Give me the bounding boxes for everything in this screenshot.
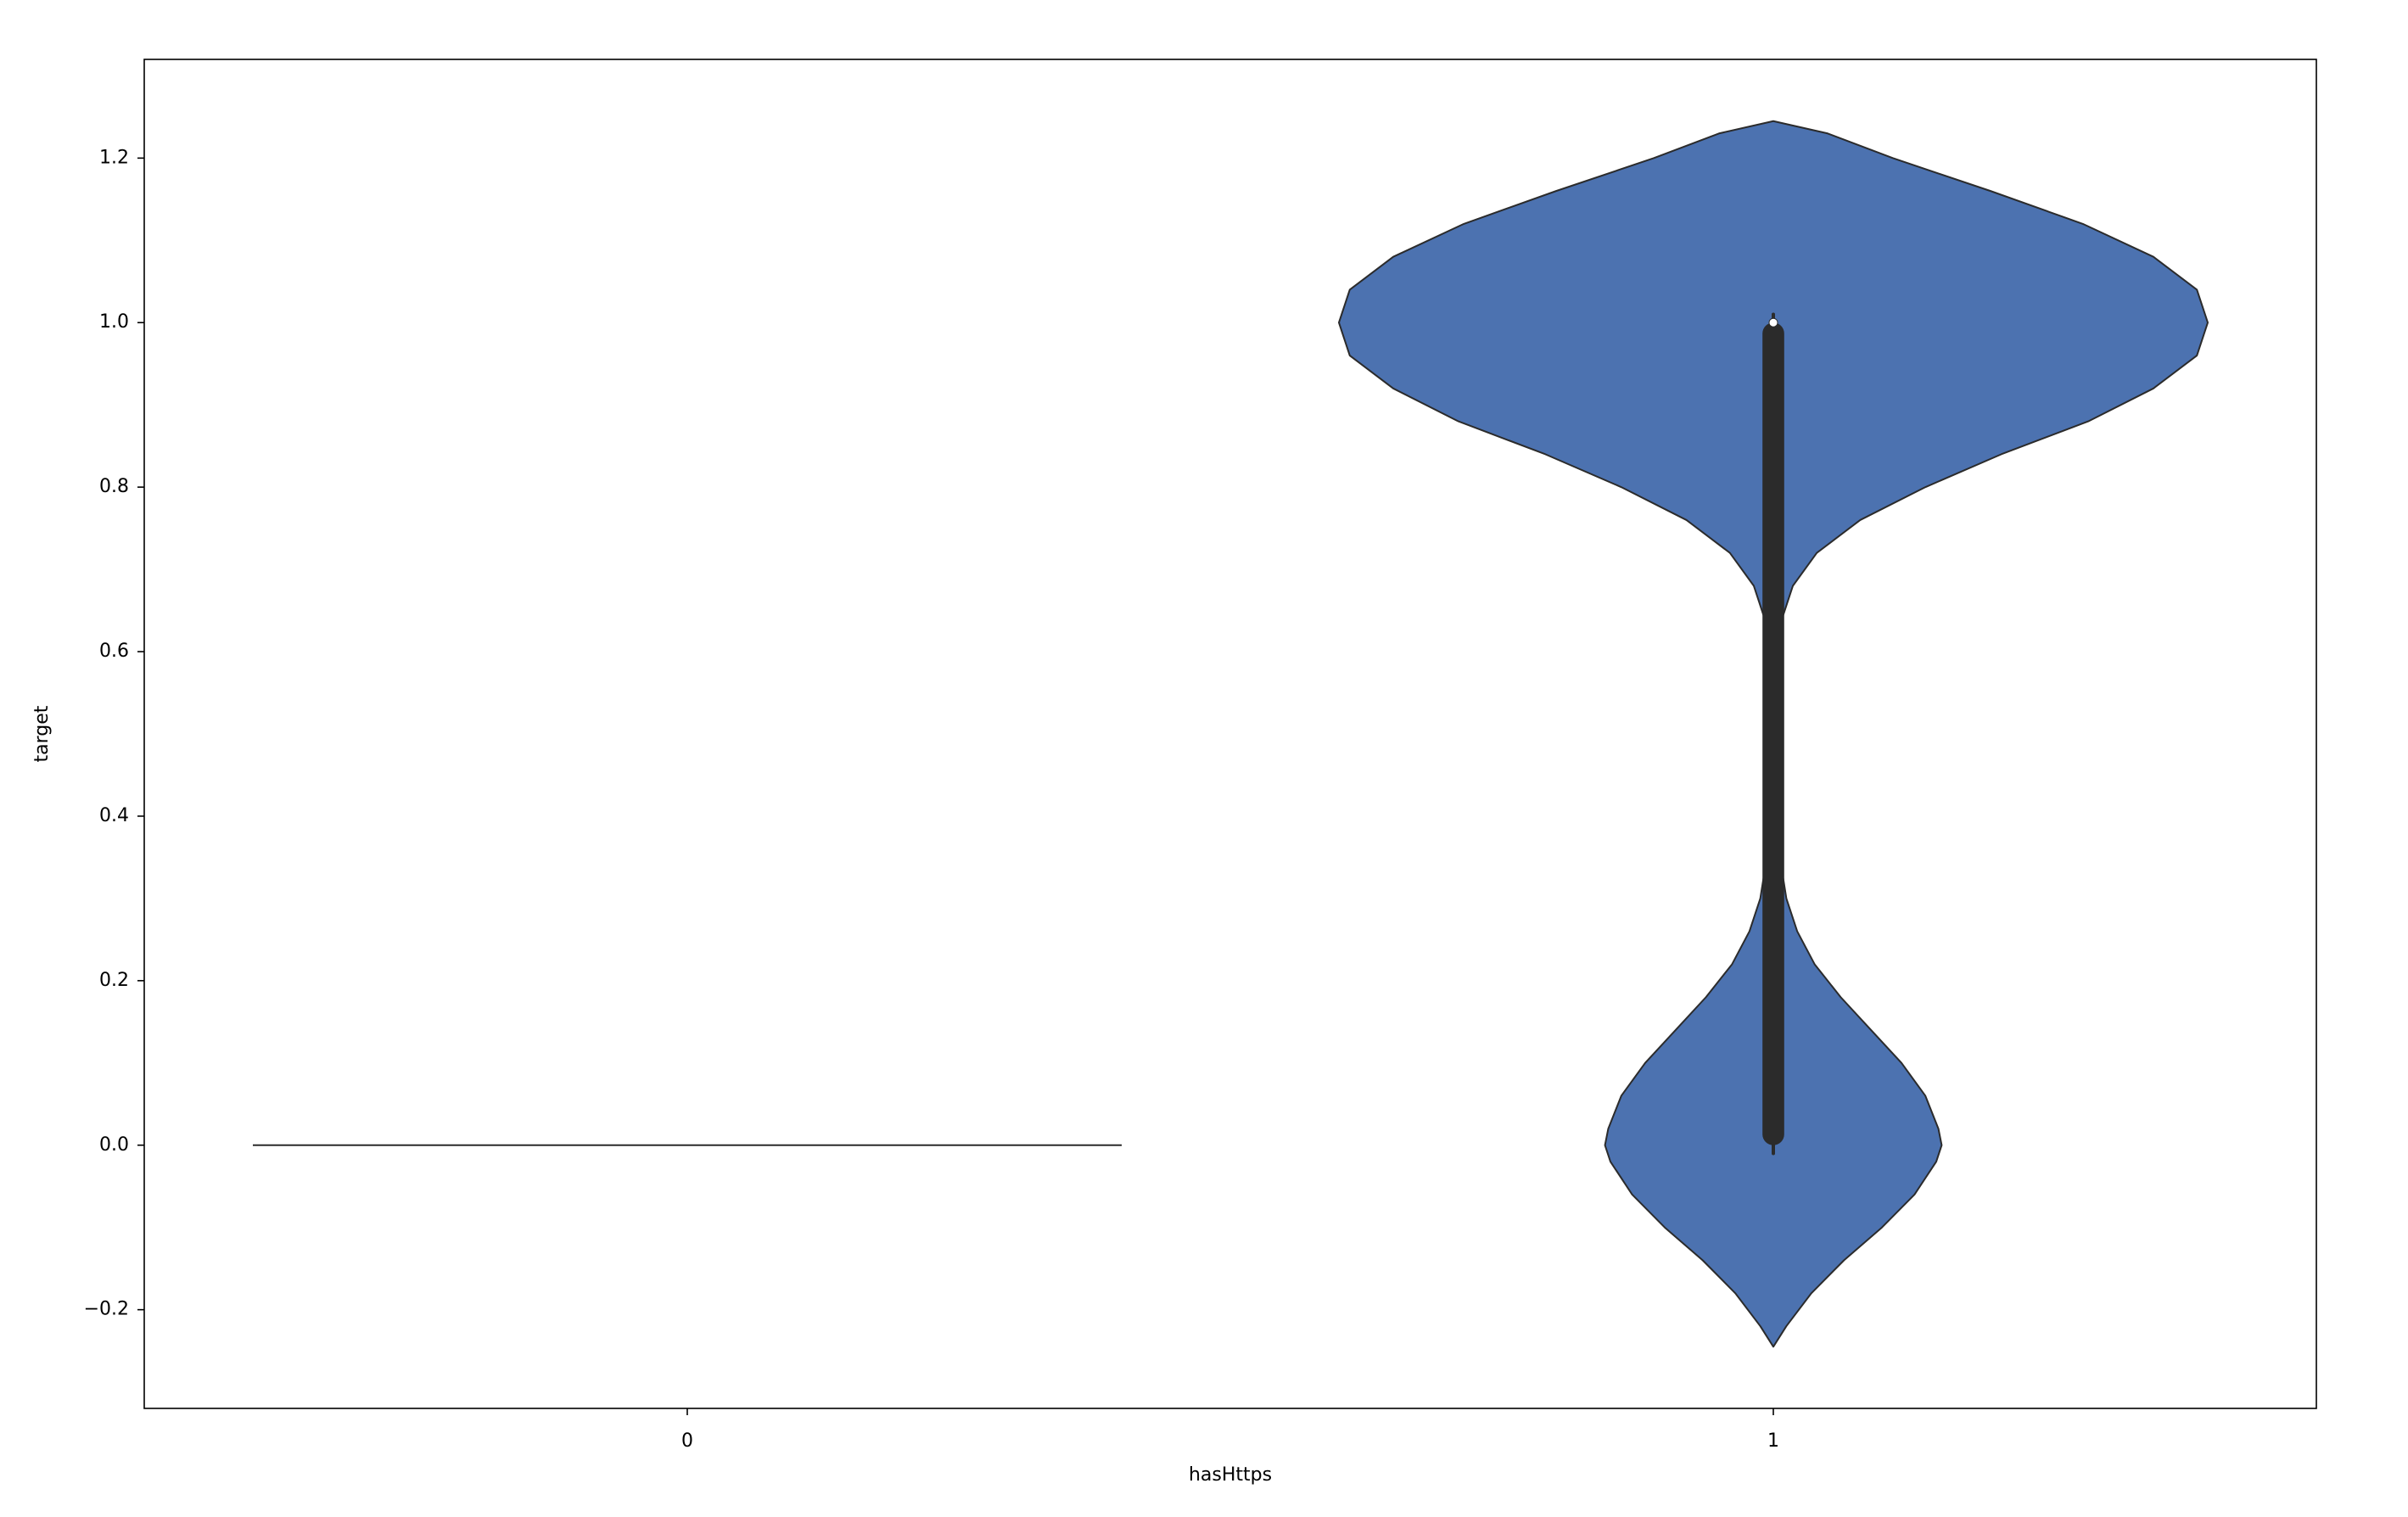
- y-tick-label: 1.2: [99, 147, 129, 168]
- x-tick-label: 1: [1767, 1430, 1779, 1452]
- violin-median: [1769, 318, 1778, 327]
- y-tick-label: −0.2: [84, 1299, 129, 1320]
- y-axis-label: target: [31, 705, 53, 762]
- x-axis-label: hasHttps: [1189, 1464, 1272, 1486]
- y-tick-label: 0.0: [99, 1134, 129, 1156]
- y-tick-label: 1.0: [99, 311, 129, 333]
- y-tick-label: 0.6: [99, 641, 129, 662]
- violin-plot: −0.2 0.0 0.2 0.4 0.6 0.8 1.0 1.2 0 1 target hasHttp…: [0, 0, 2408, 1517]
- y-tick-label: 0.4: [99, 805, 129, 826]
- y-tick-label: 0.2: [99, 970, 129, 991]
- chart-container: −0.2 0.0 0.2 0.4 0.6 0.8 1.0 1.2 0 1 target hasHttp…: [0, 0, 2408, 1517]
- y-tick-label: 0.8: [99, 476, 129, 497]
- violin-box: [1762, 322, 1784, 1145]
- x-tick-label: 0: [681, 1430, 693, 1452]
